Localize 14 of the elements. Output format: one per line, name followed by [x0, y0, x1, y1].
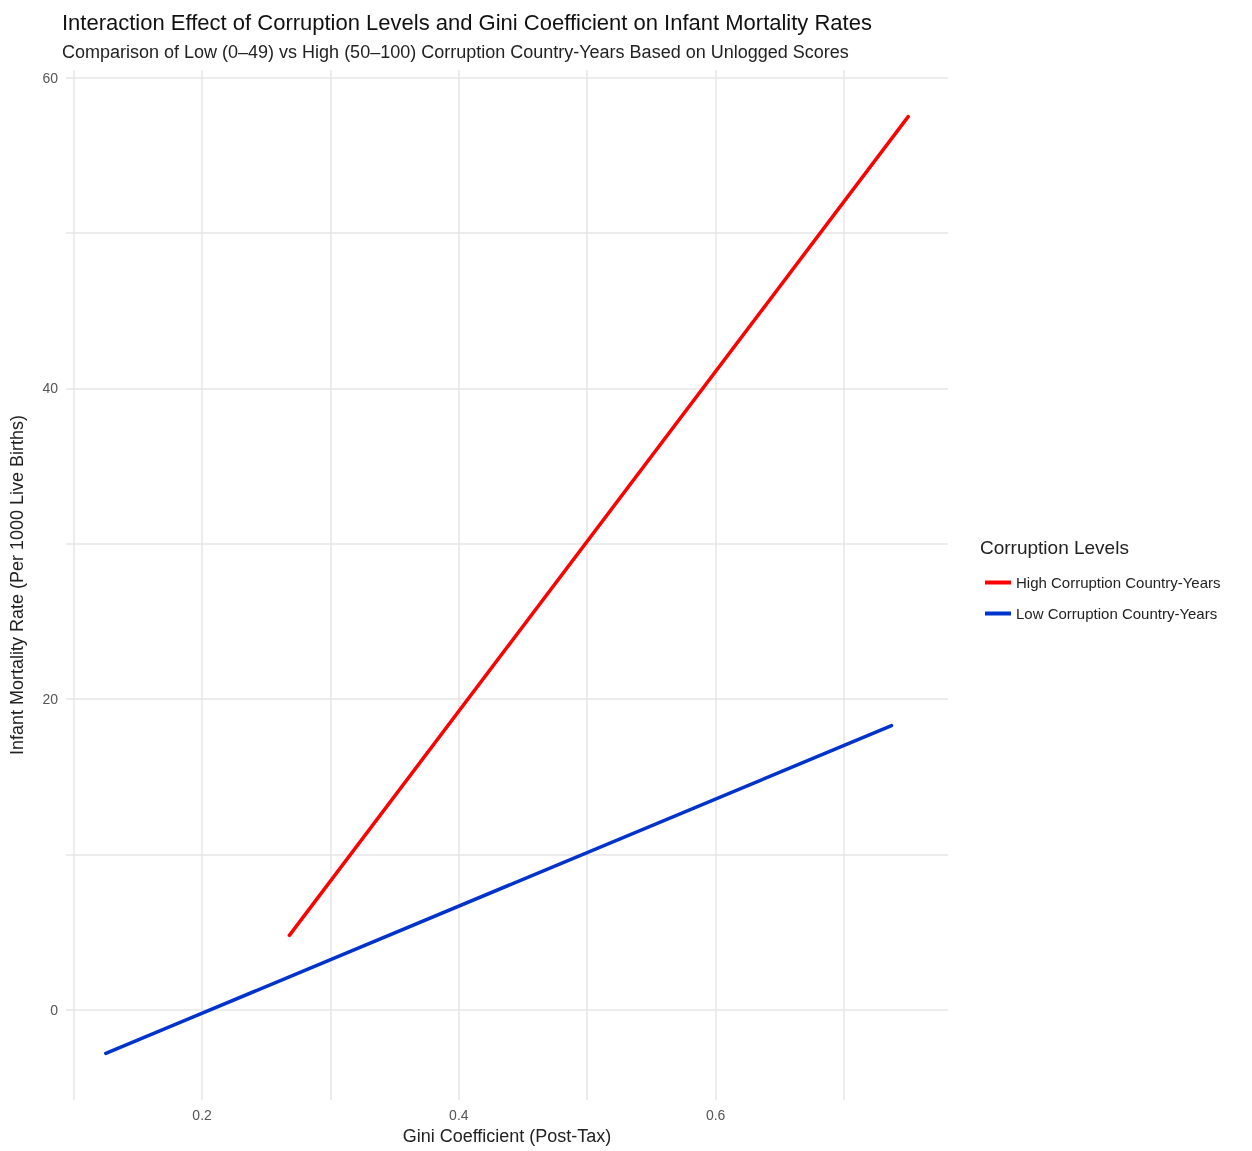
- y-tick-label: 60: [42, 69, 59, 86]
- legend-title: Corruption Levels: [980, 537, 1129, 558]
- chart-title: Interaction Effect of Corruption Levels and Gini Coefficient on Infant Mortality Rates: [62, 9, 872, 35]
- x-tick-label: 0.2: [192, 1107, 213, 1123]
- y-tick-label: 40: [42, 380, 59, 397]
- legend-label: High Corruption Country-Years: [1016, 574, 1221, 591]
- y-tick-label: 0: [50, 1001, 59, 1018]
- chart-subtitle: Comparison of Low (0–49) vs High (50–100) Corruption Country-Years Based on Unlogged Scores: [62, 42, 849, 62]
- y-axis-title: Infant Mortality Rate (Per 1000 Live Births): [7, 414, 27, 756]
- x-axis-title: Gini Coefficient (Post-Tax): [402, 1125, 612, 1146]
- x-tick-label: 0.4: [449, 1107, 469, 1123]
- y-tick-label: 20: [42, 691, 59, 708]
- legend-label: Low Corruption Country-Years: [1016, 605, 1218, 622]
- x-tick-label: 0.6: [705, 1107, 726, 1123]
